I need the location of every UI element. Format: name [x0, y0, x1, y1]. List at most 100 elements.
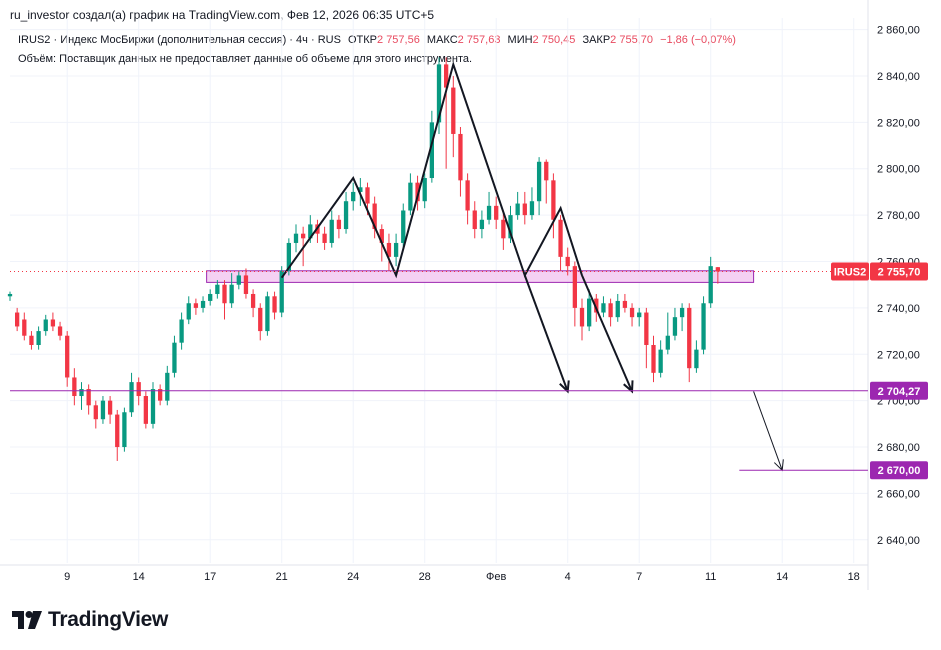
x-tick-label: 9 — [64, 571, 70, 583]
candle-body — [465, 180, 470, 211]
candle-body — [22, 319, 27, 336]
low-label: МИН — [507, 34, 533, 46]
y-tick-label: 2 800,00 — [877, 164, 920, 176]
candle-body — [86, 389, 91, 406]
candle-body — [115, 414, 120, 448]
candle-body — [672, 317, 678, 336]
chart-caption: ru_investor создал(а) график на TradingV… — [10, 8, 435, 22]
candle-body — [15, 312, 20, 327]
candle-body — [687, 307, 692, 369]
candle-body — [193, 303, 199, 308]
x-tick-label: 28 — [419, 571, 431, 583]
y-tick-label: 2 720,00 — [877, 349, 920, 361]
candle-body — [322, 233, 327, 243]
candle-body — [129, 382, 134, 413]
candle-body — [329, 219, 334, 243]
tradingview-logo-text: TradingView — [48, 608, 169, 631]
candle-body — [279, 270, 284, 313]
candle-body — [629, 307, 635, 318]
grid — [0, 0, 869, 590]
candle-body — [336, 219, 342, 230]
candle-body — [136, 382, 141, 397]
candle-body — [158, 389, 163, 401]
candle-body — [572, 266, 577, 308]
candle-body — [343, 201, 349, 230]
volume-text: Поставщик данных не предоставляет данные… — [59, 53, 473, 65]
candle-body — [286, 242, 291, 271]
legend-exchange: RUS — [317, 34, 341, 46]
target-price-label-bg — [870, 461, 928, 480]
candle-body — [615, 300, 620, 318]
candle-body — [622, 300, 628, 308]
candle-body — [501, 219, 506, 239]
candle-body — [308, 224, 313, 239]
candle-body — [536, 161, 542, 202]
x-axis: 9 14 17 21 24 28 Фев 4 7 11 14 18 — [64, 571, 860, 583]
candle-body — [408, 182, 413, 211]
candle-body — [558, 219, 563, 257]
candle-body — [222, 284, 227, 304]
candle-body — [365, 187, 370, 204]
candle-body — [172, 342, 177, 373]
candle-body — [601, 303, 606, 313]
support-price-label: 2 704,27 — [878, 386, 921, 398]
candle-body — [358, 187, 363, 192]
candle-body — [393, 242, 399, 257]
symbol-tag-bg — [831, 262, 869, 281]
candle-body — [43, 319, 48, 332]
candle-body — [658, 349, 663, 373]
candle-body — [544, 161, 549, 181]
candle-body — [65, 335, 70, 378]
x-tick-label: Фев — [486, 571, 506, 583]
candle-body — [100, 400, 106, 420]
candle-body — [451, 87, 456, 134]
arrow-head — [623, 380, 634, 394]
candle-body — [651, 345, 656, 373]
y-tick-label: 2 780,00 — [877, 210, 920, 222]
change-value: −1,86 (−0,07%) — [660, 34, 736, 46]
candle-body — [444, 64, 449, 88]
pattern-line — [280, 60, 583, 279]
candles — [7, 57, 720, 461]
pattern-line — [753, 391, 783, 471]
legend-interval: 4ч — [296, 34, 308, 46]
candle-body — [551, 180, 556, 220]
candle-body — [293, 233, 299, 243]
candle-body — [458, 133, 463, 181]
candle-body — [508, 215, 513, 239]
low-value: 2 750,45 — [532, 34, 576, 46]
candle-body — [637, 312, 642, 318]
y-tick-label: 2 660,00 — [877, 488, 920, 500]
last-price-label-bg — [870, 262, 928, 281]
open-value: 2 757,56 — [377, 34, 420, 46]
y-tick-label: 2 860,00 — [877, 25, 920, 37]
y-tick-label: 2 640,00 — [877, 535, 920, 547]
x-tick-label: 11 — [705, 571, 716, 583]
candle-body — [93, 405, 98, 420]
candle-body — [415, 182, 420, 202]
tradingview-logo-icon — [12, 611, 42, 629]
candle-body — [229, 284, 234, 304]
x-tick-label: 18 — [848, 571, 860, 583]
x-tick-label: 21 — [276, 571, 288, 583]
candle-body — [386, 242, 392, 257]
candle-body — [372, 203, 377, 230]
symbol-tag: IRUS2 — [834, 266, 866, 278]
x-tick-label: 24 — [347, 571, 359, 583]
candle-body — [243, 275, 249, 294]
candle-body — [50, 319, 56, 327]
candle-body — [57, 326, 63, 336]
support-price-label-bg — [870, 381, 928, 400]
y-axis: 2 640,002 660,002 680,002 700,002 720,00… — [831, 25, 928, 547]
candle-body — [107, 400, 113, 415]
tradingview-logo[interactable]: TradingView — [12, 608, 168, 632]
x-tick-label: 14 — [776, 571, 788, 583]
volume-label: Объём: — [18, 53, 57, 65]
candle-body — [494, 205, 499, 220]
target-price-label: 2 670,00 — [878, 465, 921, 477]
x-tick-label: 14 — [133, 571, 145, 583]
candle-body — [236, 275, 241, 285]
legend-symbol[interactable]: IRUS2 — [18, 34, 51, 46]
candle-body — [665, 335, 670, 350]
